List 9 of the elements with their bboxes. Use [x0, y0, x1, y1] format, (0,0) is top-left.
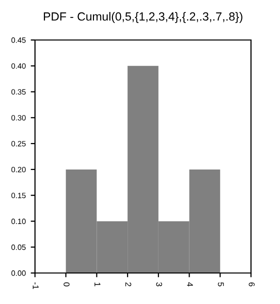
x-tick-label: 5: [218, 282, 224, 286]
x-tick-label: 1: [94, 282, 100, 286]
x-tick-label: 2: [125, 282, 132, 286]
x-tick-label: 6: [248, 282, 255, 286]
x-tick-label: 0: [64, 282, 70, 286]
chart-title: PDF - Cumul(0,5,{1,2,3,4},{.2,.3,.7,.8}): [44, 12, 242, 24]
x-tick-label: -1: [32, 282, 39, 290]
x-tick-label: 3: [156, 282, 162, 286]
x-tick-label: 4: [187, 282, 193, 286]
